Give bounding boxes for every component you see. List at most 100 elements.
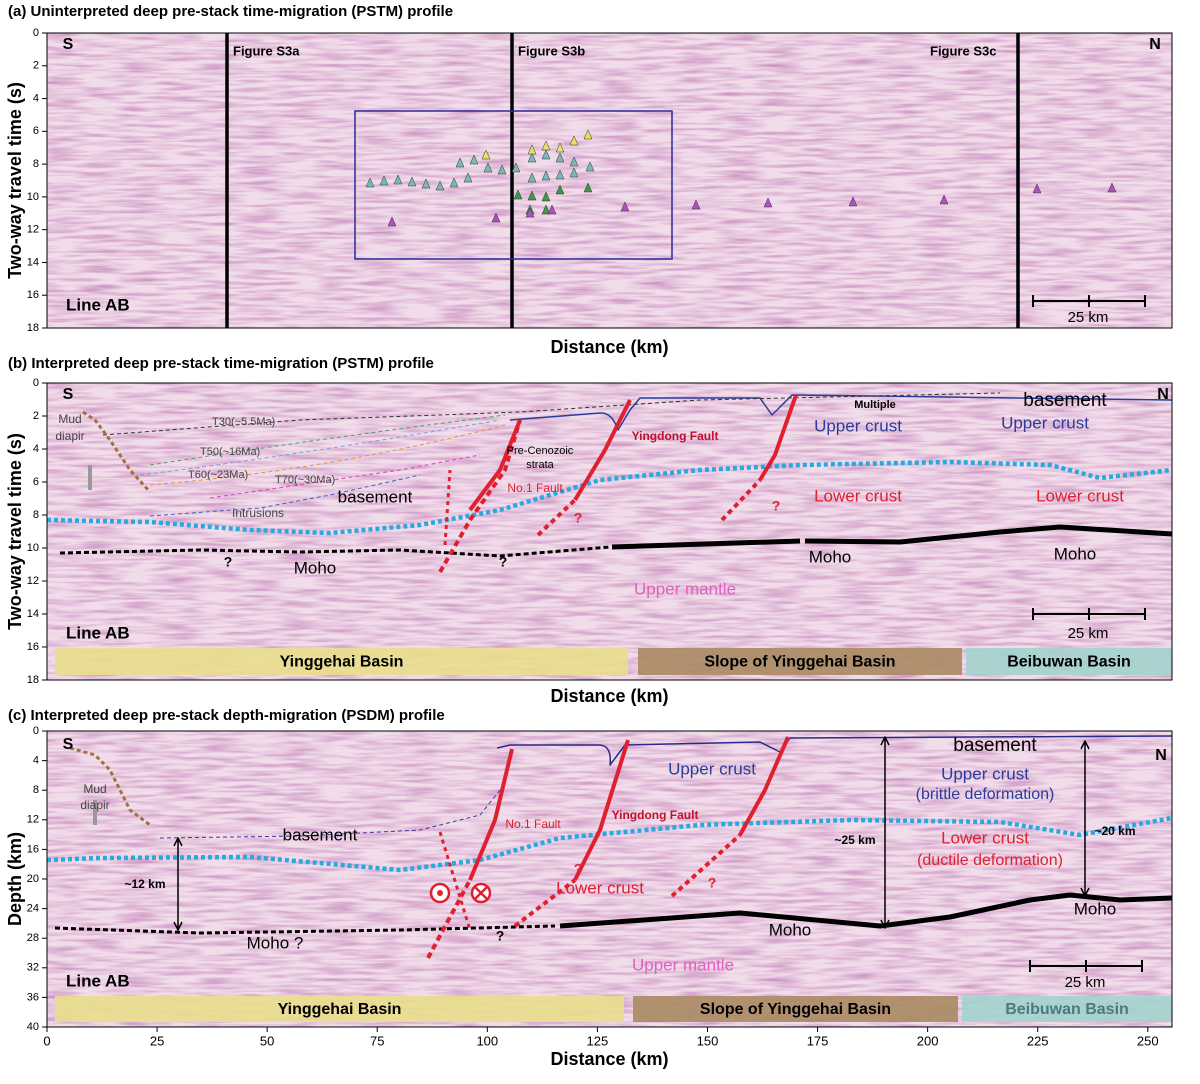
marker xyxy=(569,156,579,167)
marker xyxy=(763,197,773,208)
annotation: N xyxy=(1149,36,1161,53)
marker xyxy=(620,201,630,212)
annotation: Line AB xyxy=(66,295,130,314)
annotation: Figure S3b xyxy=(518,43,585,58)
y-tick-label: 16 xyxy=(27,641,39,653)
y-tick-label: 4 xyxy=(33,92,39,104)
annotation: No.1 Fault xyxy=(507,481,563,495)
marker xyxy=(393,174,403,185)
motion-out-dot xyxy=(437,890,443,896)
marker xyxy=(547,204,557,215)
y-tick-label: 2 xyxy=(33,410,39,422)
annotation: ? xyxy=(499,554,508,570)
annotation: N xyxy=(1155,747,1167,764)
x-axis-label: Distance (km) xyxy=(550,337,668,357)
annotation: Upper crust xyxy=(941,764,1029,783)
motion-in-cross xyxy=(474,886,488,900)
x-tick-label: 175 xyxy=(807,1033,829,1048)
interpretation-line xyxy=(438,831,472,931)
basin-bar xyxy=(633,996,958,1022)
marker xyxy=(463,172,473,183)
seismic-texture xyxy=(47,731,1172,1027)
scale-bar xyxy=(1029,960,1143,972)
marker xyxy=(691,199,701,210)
annotation: Yingdong Fault xyxy=(632,429,719,443)
y-tick-label: 6 xyxy=(33,125,39,137)
interpretation-line xyxy=(758,394,798,482)
annotation: 25 km xyxy=(1065,974,1106,991)
interpretation-line xyxy=(69,746,151,827)
interpretation-line xyxy=(670,833,742,898)
annotation: ? xyxy=(772,498,781,514)
annotation: Moho ? xyxy=(247,933,304,952)
marker xyxy=(555,169,565,180)
marker xyxy=(541,204,551,215)
marker xyxy=(583,129,593,140)
marker xyxy=(497,164,507,175)
marker xyxy=(365,177,375,188)
y-tick-label: 12 xyxy=(27,224,39,236)
interpretation-line xyxy=(149,474,421,517)
y-axis-label: Two-way travel time (s) xyxy=(5,82,25,279)
y-tick-label: 0 xyxy=(33,725,39,737)
marker xyxy=(527,152,537,163)
annotation: ~20 km xyxy=(1094,824,1135,838)
plot-frame xyxy=(46,730,1173,1028)
annotation: S xyxy=(63,386,74,403)
annotation: Figure S3a xyxy=(233,43,300,58)
marker xyxy=(379,175,389,186)
y-tick-label: 18 xyxy=(27,674,39,686)
marker xyxy=(939,194,949,205)
y-tick-label: 32 xyxy=(27,962,39,974)
interpretation-line xyxy=(468,748,514,881)
y-tick-label: 16 xyxy=(27,289,39,301)
annotation: Moho xyxy=(294,558,337,577)
annotation: Moho xyxy=(769,920,812,939)
annotation: diapir xyxy=(55,429,84,443)
marker xyxy=(511,162,521,173)
annotation: Lower crust xyxy=(814,486,902,505)
annotation: T30(~5.5Ma) xyxy=(212,416,275,428)
interpretation-line xyxy=(46,459,1173,536)
marker xyxy=(555,152,565,163)
y-tick-label: 16 xyxy=(27,843,39,855)
interpretation-line xyxy=(426,879,472,959)
marker xyxy=(527,190,537,201)
interpretation-line xyxy=(149,414,506,466)
scale-bar xyxy=(1032,295,1146,307)
y-tick-label: 18 xyxy=(27,322,39,334)
y-tick-label: 24 xyxy=(27,903,39,915)
annotation: Line AB xyxy=(66,971,130,990)
y-tick-label: 8 xyxy=(33,509,39,521)
interpretation-line xyxy=(82,410,152,494)
x-tick-label: 100 xyxy=(476,1033,498,1048)
basin-bar xyxy=(55,648,628,675)
x-axis-label: Distance (km) xyxy=(550,1049,668,1069)
y-tick-label: 28 xyxy=(27,932,39,944)
annotation: T70(~30Ma) xyxy=(275,474,335,486)
annotation: diapir xyxy=(80,798,109,812)
annotation: S xyxy=(63,36,74,53)
x-tick-label: 250 xyxy=(1137,1033,1159,1048)
marker xyxy=(583,182,593,193)
marker xyxy=(455,157,465,168)
annotation: Pre-Cenozoic xyxy=(507,445,574,457)
x-tick-label: 225 xyxy=(1027,1033,1049,1048)
y-tick-label: 36 xyxy=(27,991,39,1003)
basin-label: Slope of Yinggehai Basin xyxy=(700,1001,891,1018)
marker xyxy=(469,154,479,165)
x-tick-label: 150 xyxy=(697,1033,719,1048)
basin-bar xyxy=(55,996,624,1022)
marker xyxy=(555,184,565,195)
zoom-box xyxy=(354,110,673,260)
plot-frame xyxy=(46,382,1173,681)
basin-bar xyxy=(962,996,1172,1022)
y-tick-label: 4 xyxy=(33,755,39,767)
annotation: Figure S3c xyxy=(930,43,996,58)
marker xyxy=(421,178,431,189)
y-tick-label: 8 xyxy=(33,158,39,170)
marker xyxy=(513,189,523,200)
marker xyxy=(1032,183,1042,194)
marker xyxy=(585,161,595,172)
annotation: T50(~16Ma) xyxy=(200,446,260,458)
